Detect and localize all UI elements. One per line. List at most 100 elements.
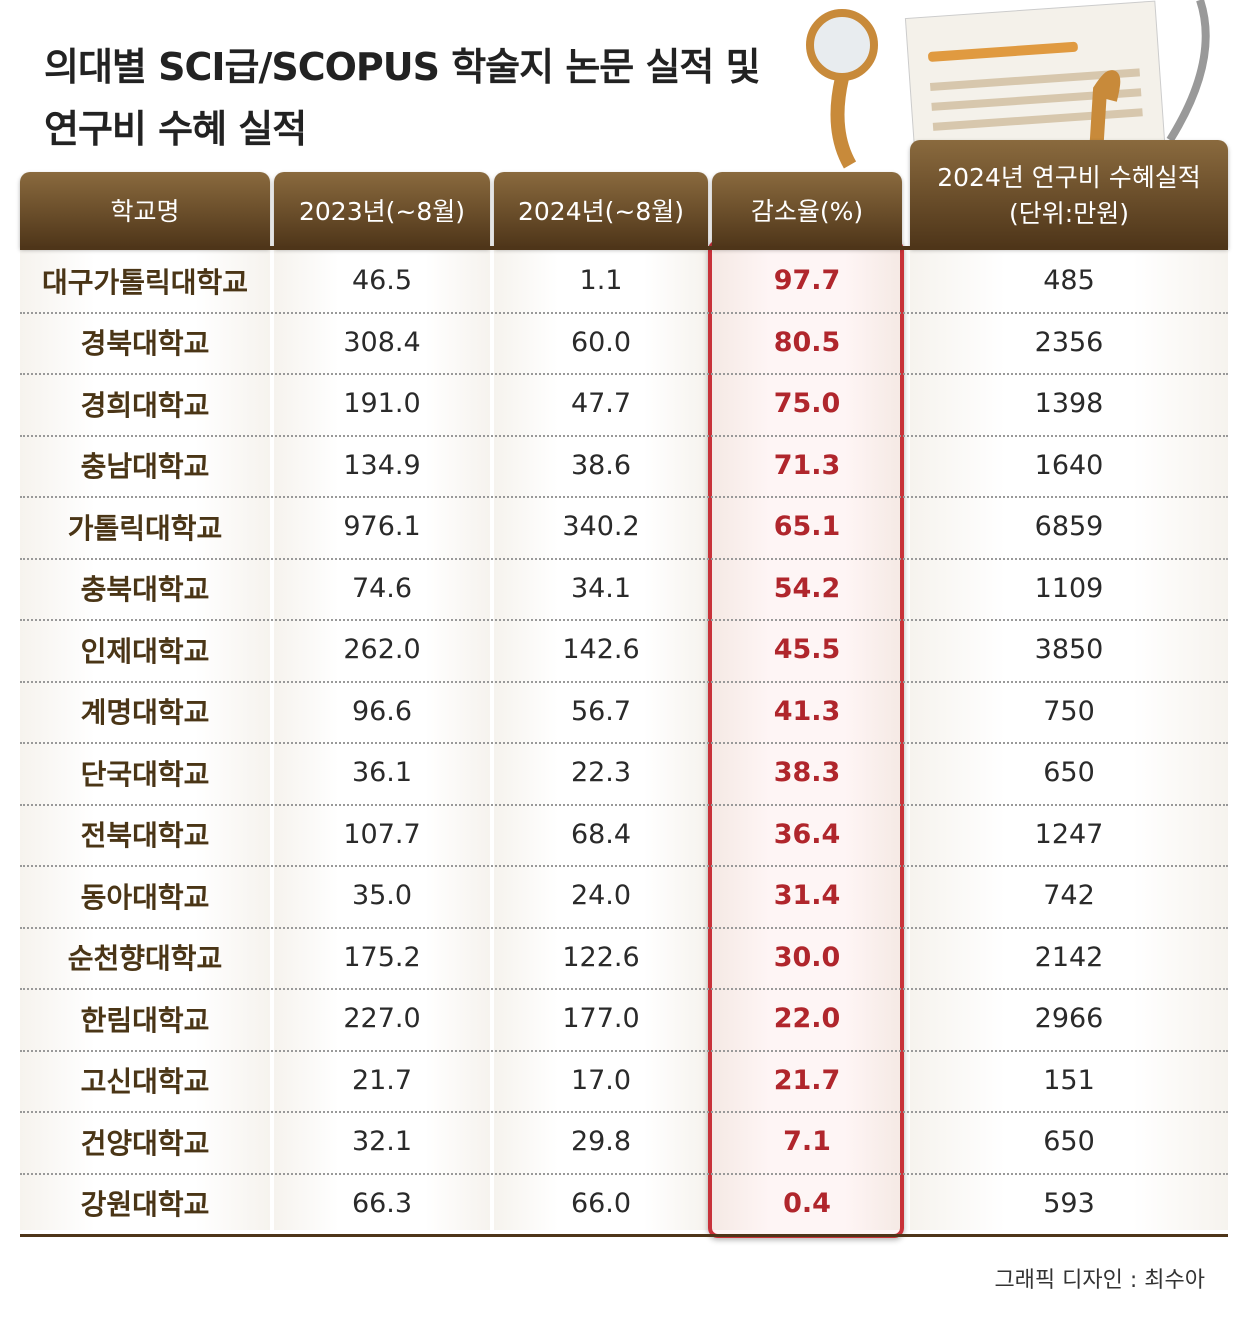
row-separator	[20, 803, 1228, 806]
school-name: 건양대학교	[80, 1126, 210, 1160]
cell-value: 21.7	[351, 1064, 413, 1096]
cell-value: 34.1	[570, 572, 632, 604]
row-separator	[20, 619, 1228, 621]
cell-value: 47.7	[570, 388, 632, 420]
cell-value: 56.7	[570, 695, 632, 727]
cell-value: 31.4	[773, 880, 841, 912]
column-background	[20, 250, 270, 1230]
column-header: 감소율(%)	[712, 172, 902, 248]
cell-value: 66.0	[570, 1187, 632, 1219]
cell-value: 308.4	[343, 326, 421, 358]
cell-value: 976.1	[343, 511, 421, 543]
cell-value: 0.4	[783, 1187, 831, 1219]
column-header: 학교명	[20, 172, 270, 248]
row-separator	[20, 496, 1228, 498]
cell-value: 742	[1043, 880, 1095, 912]
column-header: 2024년 연구비 수혜실적 (단위:만원)	[910, 140, 1228, 248]
school-name: 충남대학교	[80, 450, 210, 484]
cell-value: 227.0	[343, 1003, 421, 1035]
header-text: 학교명	[110, 197, 180, 226]
header-text: 2024년 연구비 수혜실적	[937, 163, 1201, 192]
cell-value: 24.0	[570, 880, 632, 912]
cell-value: 32.1	[351, 1126, 413, 1158]
school-name: 가톨릭대학교	[67, 511, 223, 545]
cell-value: 177.0	[562, 1003, 640, 1035]
cell-value: 60.0	[570, 326, 632, 358]
cell-value: 7.1	[783, 1126, 831, 1158]
cell-value: 71.3	[773, 449, 841, 481]
cell-value: 75.0	[773, 388, 841, 420]
cell-value: 68.4	[570, 818, 632, 850]
cell-value: 45.5	[773, 634, 841, 666]
cell-value: 134.9	[343, 449, 421, 481]
highlight-box	[708, 240, 904, 1238]
cell-value: 2142	[1034, 941, 1104, 973]
header-text: 2024년(~8월)	[518, 197, 684, 226]
decoration	[806, 0, 1210, 170]
bottom-rule	[20, 1234, 1228, 1237]
cell-value: 2966	[1034, 1003, 1104, 1035]
school-name: 대구가톨릭대학교	[41, 265, 249, 299]
row-separator	[20, 680, 1228, 683]
school-name: 경북대학교	[80, 327, 210, 361]
school-name: 강원대학교	[80, 1188, 210, 1222]
cell-value: 46.5	[351, 265, 413, 297]
cell-value: 29.8	[570, 1126, 632, 1158]
header-text: 감소율(%)	[750, 197, 864, 226]
cell-value: 74.6	[351, 572, 413, 604]
column-background	[910, 250, 1228, 1230]
school-name: 한림대학교	[80, 1003, 210, 1037]
school-name: 고신대학교	[80, 1065, 210, 1099]
cell-value: 65.1	[773, 511, 841, 543]
cell-value: 750	[1043, 695, 1095, 727]
cell-value: 1.1	[579, 265, 623, 297]
cell-value: 36.4	[773, 818, 841, 850]
cell-value: 122.6	[562, 941, 640, 973]
cell-value: 36.1	[351, 757, 413, 789]
row-separator	[20, 373, 1228, 375]
school-name: 충북대학교	[80, 573, 210, 607]
cell-value: 30.0	[773, 941, 841, 973]
cell-value: 151	[1043, 1064, 1095, 1096]
title: 연구비 수혜 실적	[44, 107, 307, 151]
header-text: 2023년(~8월)	[299, 197, 465, 226]
cell-value: 191.0	[343, 388, 421, 420]
cell-value: 1247	[1034, 818, 1104, 850]
column-header: 2023년(~8월)	[274, 172, 490, 248]
school-name: 단국대학교	[80, 757, 210, 791]
column-background	[494, 250, 708, 1230]
cell-value: 54.2	[773, 572, 841, 604]
cell-value: 650	[1043, 757, 1095, 789]
school-name: 인제대학교	[80, 634, 210, 668]
row-separator	[20, 434, 1228, 437]
cell-value: 80.5	[773, 326, 841, 358]
cell-value: 41.3	[773, 695, 841, 727]
cell-value: 485	[1043, 265, 1095, 297]
cell-value: 175.2	[343, 941, 421, 973]
row-separator	[20, 1111, 1228, 1113]
cell-value: 593	[1043, 1187, 1095, 1219]
cell-value: 2356	[1034, 326, 1104, 358]
school-name: 경희대학교	[80, 388, 210, 422]
cell-value: 107.7	[343, 818, 421, 850]
row-separator	[20, 865, 1228, 867]
cell-value: 1398	[1034, 388, 1104, 420]
school-name: 계명대학교	[80, 696, 210, 730]
row-separator	[20, 1172, 1228, 1175]
unit-note: (단위:만원)	[1009, 199, 1129, 228]
cell-value: 6859	[1034, 511, 1104, 543]
cell-value: 22.3	[570, 757, 632, 789]
column-background	[712, 250, 902, 1230]
cell-value: 22.0	[773, 1003, 841, 1035]
cell-value: 3850	[1034, 634, 1104, 666]
school-name: 전북대학교	[80, 819, 210, 853]
cell-value: 97.7	[773, 265, 841, 297]
cell-value: 650	[1043, 1126, 1095, 1158]
credit: 그래픽 디자인 : 최수아	[994, 1268, 1205, 1293]
cell-value: 38.6	[570, 449, 632, 481]
school-name: 순천향대학교	[67, 942, 223, 976]
cell-value: 38.3	[773, 757, 841, 789]
cell-value: 1109	[1034, 572, 1104, 604]
row-separator	[20, 926, 1228, 929]
